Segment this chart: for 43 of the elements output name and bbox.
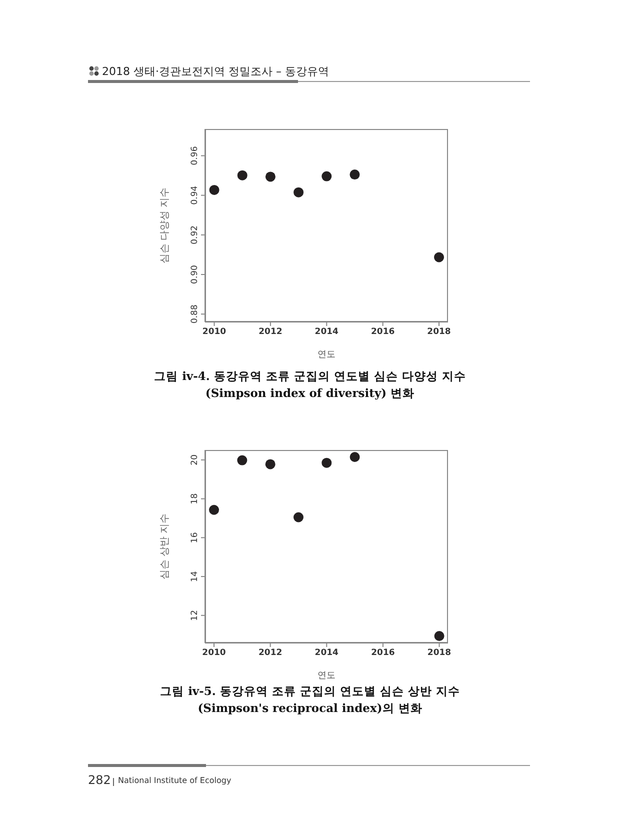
text: 그림 iv-4. 동강유역 조류 군집의 연도별 심슨 다양성 지수 (Simpson index of diversity) 변화 <box>153 368 467 402</box>
y-tick-label: 0.92 <box>190 225 200 244</box>
point <box>265 172 276 182</box>
text: 282 <box>88 773 111 787</box>
point <box>322 458 332 468</box>
point <box>294 187 304 198</box>
point <box>350 170 360 180</box>
y-tick-label: 20 <box>190 454 200 466</box>
y-axis-title: 심슨 다양성 지수 <box>160 187 171 264</box>
y-tick-label: 12 <box>190 610 200 621</box>
point <box>209 184 220 195</box>
y-tick-label: 0.94 <box>190 186 200 205</box>
x-tick-label: 2018 <box>427 327 451 338</box>
y-tick-label: 14 <box>190 571 200 582</box>
x-tick-label: 2018 <box>427 648 452 658</box>
point <box>434 252 444 262</box>
text: 그림 iv-5. 동강유역 조류 군집의 연도별 심슨 상반 지수 (Simpson's reciprocal index)의 변화 <box>159 683 461 717</box>
x-tick-label: 2014 <box>314 327 339 338</box>
point <box>322 171 332 182</box>
x-axis-title: 연도 <box>318 350 336 360</box>
x-tick-label: 2012 <box>258 648 282 658</box>
x-tick-label: 2010 <box>202 648 226 658</box>
y-tick-label: 18 <box>190 493 200 504</box>
x-tick-label: 2016 <box>371 648 395 658</box>
x-tick-label: 2014 <box>314 648 339 658</box>
point <box>209 504 220 515</box>
point <box>293 512 304 522</box>
point <box>434 631 444 642</box>
point <box>237 170 248 180</box>
point <box>350 452 360 462</box>
y-tick-label: 0.96 <box>190 146 200 166</box>
x-tick-label: 2010 <box>202 327 226 338</box>
text: National Institute of Ecology <box>118 776 232 785</box>
text: 2018 생태·경관보전지역 정밀조사 – 동강유역 <box>102 64 329 79</box>
y-tick-label: 0.88 <box>190 304 200 324</box>
y-tick-label: 16 <box>190 532 200 544</box>
x-tick-label: 2016 <box>370 327 395 338</box>
y-axis-title: 심슨 상반 지수 <box>160 513 171 580</box>
x-tick-label: 2012 <box>258 327 282 338</box>
x-axis-title: 연도 <box>318 671 336 681</box>
y-tick-label: 0.90 <box>190 265 200 284</box>
point <box>237 455 248 466</box>
point <box>265 459 276 470</box>
